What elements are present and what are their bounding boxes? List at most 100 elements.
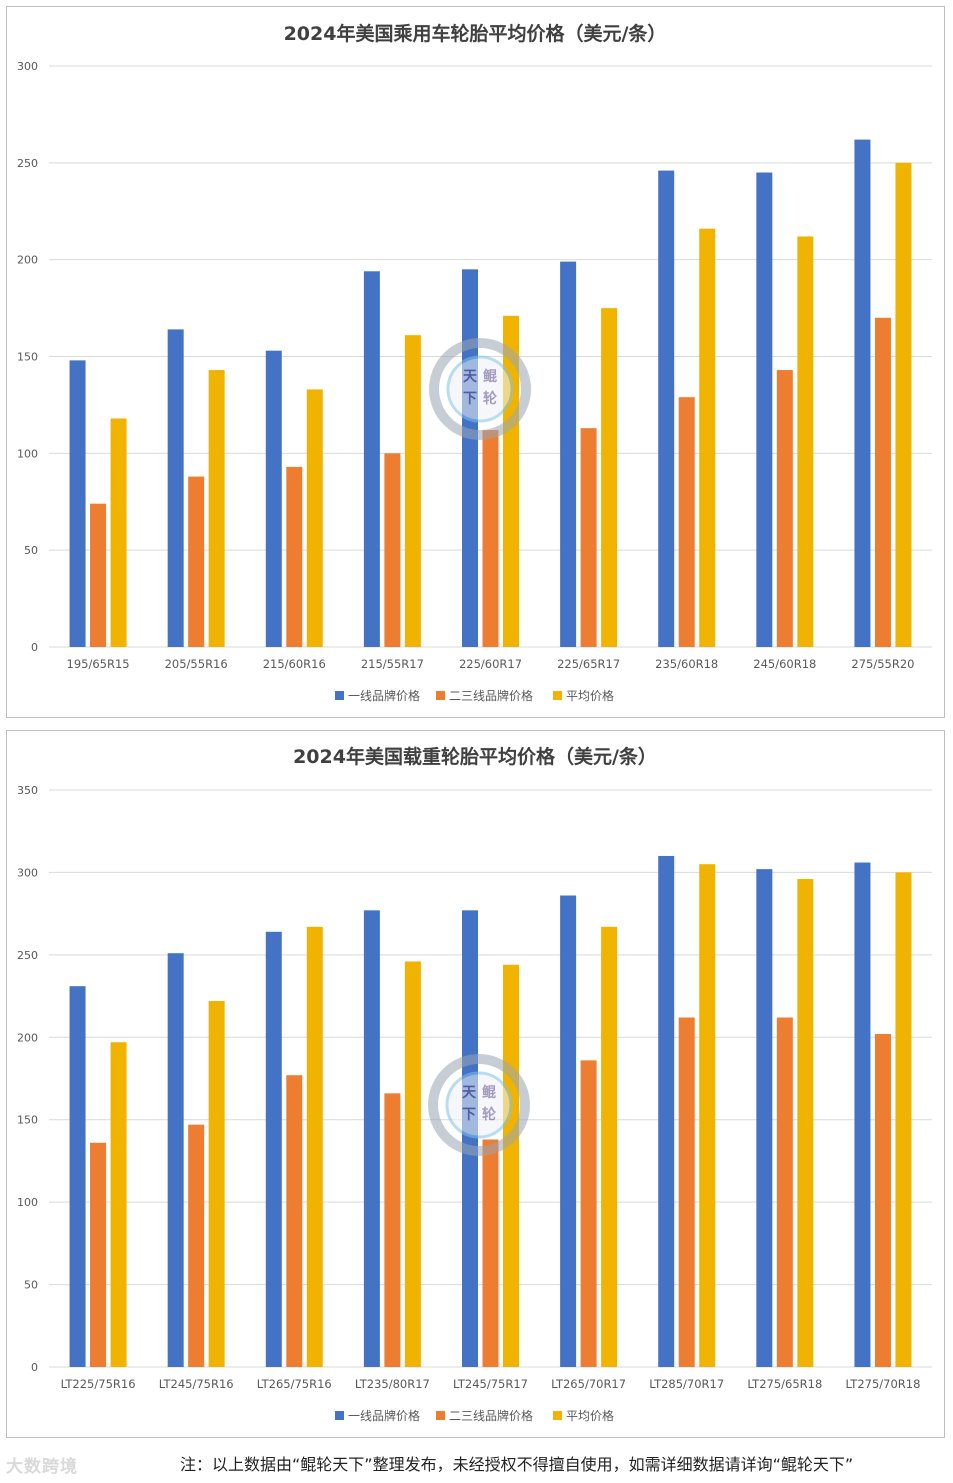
- bar-average: [208, 370, 225, 647]
- x-tick-label: 195/65R15: [67, 657, 130, 671]
- chart-title: 2024年美国乘用车轮胎平均价格（美元/条）: [284, 22, 667, 45]
- x-tick-label: 205/55R16: [165, 657, 228, 671]
- y-tick-label: 200: [17, 1031, 38, 1044]
- bar-tier1: [265, 931, 282, 1367]
- y-tick-label: 150: [17, 1114, 38, 1127]
- bar-tier23: [874, 1033, 891, 1367]
- watermark-char: 轮: [483, 390, 497, 407]
- bar-average: [208, 1001, 225, 1367]
- bar-average: [699, 864, 716, 1367]
- bar-tier23: [776, 1017, 793, 1367]
- bar-average: [895, 162, 912, 648]
- bar-tier23: [90, 503, 107, 647]
- bar-tier23: [188, 1124, 205, 1367]
- bar-tier1: [756, 869, 773, 1367]
- legend-swatch-tier23: [436, 691, 445, 700]
- bar-tier23: [90, 1142, 107, 1367]
- bar-tier23: [384, 453, 401, 647]
- y-tick-label: 250: [17, 157, 38, 170]
- bar-tier23: [678, 397, 695, 647]
- x-tick-label: LT225/75R16: [61, 1377, 136, 1391]
- legend-label-tier23: 二三线品牌价格: [449, 688, 533, 703]
- bar-average: [404, 961, 421, 1367]
- bar-tier1: [854, 139, 871, 648]
- x-tick-label: 275/55R20: [851, 657, 914, 671]
- bar-tier1: [69, 986, 86, 1367]
- bar-tier23: [384, 1093, 401, 1367]
- y-tick-label: 50: [24, 544, 38, 557]
- watermark-char: 天: [462, 1085, 477, 1101]
- y-tick-label: 100: [17, 1196, 38, 1209]
- legend-swatch-tier23: [436, 1411, 445, 1420]
- y-tick-label: 150: [17, 351, 38, 364]
- watermark-char: 轮: [482, 1106, 496, 1123]
- bar-tier1: [265, 350, 282, 647]
- bar-average: [404, 335, 421, 647]
- bar-tier23: [482, 430, 499, 647]
- passenger-tire-chart-svg: 2024年美国乘用车轮胎平均价格（美元/条） 0 50 100 150 200 250 300…: [17, 22, 932, 703]
- bar-average: [110, 1042, 127, 1367]
- x-tick-label: LT245/75R17: [453, 1377, 528, 1391]
- legend-label-tier23: 二三线品牌价格: [449, 1408, 533, 1423]
- y-tick-label: 350: [17, 784, 38, 797]
- bar-tier23: [776, 370, 793, 647]
- x-tick-label: 215/55R17: [361, 657, 424, 671]
- y-tick-label: 200: [17, 254, 38, 267]
- watermark-char: 下: [463, 391, 477, 407]
- bar-tier23: [874, 317, 891, 647]
- legend-swatch-tier1: [335, 691, 344, 700]
- bar-tier1: [363, 910, 380, 1367]
- bar-tier1: [363, 271, 380, 647]
- watermark-seal-icon: 鲲轮天下: [428, 1054, 530, 1156]
- x-tick-label: LT275/65R18: [747, 1377, 822, 1391]
- y-tick-label: 0: [31, 1361, 38, 1374]
- truck-tire-chart-svg: 2024年美国载重轮胎平均价格（美元/条） 0 50 100 150 200 250 300 3…: [17, 745, 932, 1423]
- y-tick-label: 250: [17, 949, 38, 962]
- watermark-char: 下: [462, 1107, 476, 1123]
- legend-swatch-average: [553, 691, 562, 700]
- bar-tier23: [678, 1017, 695, 1367]
- bar-average: [797, 879, 814, 1367]
- bar-tier1: [69, 360, 86, 647]
- bar-tier23: [286, 466, 303, 647]
- legend-swatch-average: [553, 1411, 562, 1420]
- watermark-seal-icon: 鲲轮天下: [429, 338, 531, 440]
- bar-tier23: [286, 1075, 303, 1367]
- x-tick-label: LT245/75R16: [159, 1377, 234, 1391]
- legend-label-average: 平均价格: [566, 688, 614, 703]
- chart-title: 2024年美国载重轮胎平均价格（美元/条）: [293, 745, 657, 768]
- bar-tier1: [756, 172, 773, 647]
- bar-average: [797, 236, 814, 647]
- bar-average: [306, 389, 323, 647]
- bar-tier1: [658, 170, 675, 647]
- legend-label-tier1: 一线品牌价格: [348, 688, 420, 703]
- x-tick-label: LT275/70R18: [845, 1377, 920, 1391]
- bar-average: [601, 926, 618, 1367]
- x-tick-label: LT285/70R17: [649, 1377, 724, 1391]
- y-tick-label: 50: [24, 1279, 38, 1292]
- bar-tier1: [167, 953, 184, 1367]
- bar-tier1: [462, 269, 478, 647]
- x-tick-label: 235/60R18: [655, 657, 718, 671]
- bar-average: [699, 228, 716, 647]
- legend-label-average: 平均价格: [566, 1408, 614, 1423]
- watermark-char: 鲲: [483, 368, 497, 385]
- x-tick-label: LT235/80R17: [355, 1377, 430, 1391]
- y-tick-label: 100: [17, 447, 38, 460]
- bar-tier1: [658, 855, 675, 1367]
- watermark-char: 天: [463, 369, 478, 385]
- bar-tier23: [482, 1139, 499, 1367]
- bar-tier1: [560, 895, 577, 1367]
- bar-tier1: [167, 329, 184, 647]
- x-tick-label: LT265/75R16: [257, 1377, 332, 1391]
- bar-tier1: [560, 261, 577, 647]
- x-tick-label: 225/65R17: [557, 657, 620, 671]
- x-tick-label: LT265/70R17: [551, 1377, 626, 1391]
- bar-average: [895, 872, 912, 1367]
- y-tick-label: 300: [17, 60, 38, 73]
- bar-average: [306, 926, 323, 1367]
- watermark-char: 鲲: [482, 1084, 496, 1101]
- y-tick-label: 0: [31, 641, 38, 654]
- footer-note: 注：以上数据由“鲲轮天下”整理发布，未经授权不得擅自使用，如需详细数据请详询“鲲…: [180, 1455, 854, 1474]
- bar-average: [110, 418, 127, 647]
